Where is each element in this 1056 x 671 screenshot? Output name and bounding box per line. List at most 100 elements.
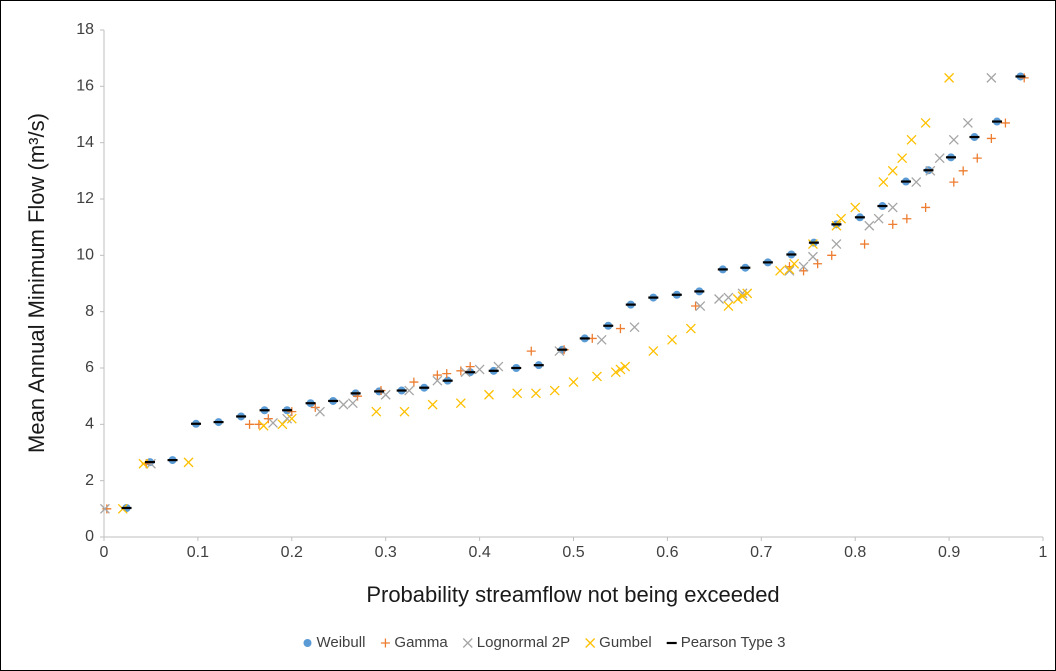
point <box>648 346 659 357</box>
point <box>836 213 847 224</box>
point <box>258 420 269 431</box>
point <box>691 301 701 311</box>
y-tick-label: 18 <box>76 21 94 38</box>
point <box>911 177 922 188</box>
legend-label: Pearson Type 3 <box>681 634 786 651</box>
point <box>789 258 800 269</box>
point <box>742 288 753 299</box>
point <box>1019 73 1029 83</box>
x-tick-label: 1 <box>1039 544 1048 561</box>
point <box>512 388 523 399</box>
point <box>798 261 809 272</box>
legend-marker <box>585 638 596 648</box>
point <box>934 153 945 164</box>
point <box>315 406 325 417</box>
legend-label: Weibull <box>317 634 366 651</box>
point <box>371 406 382 417</box>
point <box>530 388 541 399</box>
point <box>667 334 678 345</box>
x-tick-label: 0.5 <box>562 544 584 561</box>
point <box>427 399 438 410</box>
x-tick-label: 0 <box>100 544 109 561</box>
point <box>737 291 748 302</box>
point <box>944 72 955 83</box>
point <box>831 220 842 231</box>
point <box>629 322 640 333</box>
legend-marker <box>462 638 473 648</box>
point <box>554 346 565 357</box>
point <box>404 385 415 396</box>
y-tick-label: 8 <box>85 303 94 320</box>
y-tick-label: 6 <box>85 359 94 376</box>
point <box>807 251 818 262</box>
y-tick-label: 16 <box>76 78 94 95</box>
point <box>732 294 743 304</box>
point <box>888 219 898 229</box>
point <box>399 406 410 417</box>
point <box>860 239 870 249</box>
point <box>685 323 696 334</box>
point <box>737 288 748 299</box>
point <box>610 367 621 378</box>
point <box>1000 118 1010 128</box>
point <box>775 265 786 276</box>
point <box>714 294 725 304</box>
point <box>878 177 889 188</box>
point <box>887 202 898 213</box>
point <box>592 371 602 382</box>
point <box>864 220 875 231</box>
point <box>986 133 996 143</box>
point <box>338 399 349 410</box>
point <box>949 177 959 187</box>
point <box>723 301 734 311</box>
x-tick-label: 0.4 <box>468 544 490 561</box>
point <box>921 202 931 212</box>
point <box>850 202 861 213</box>
point <box>596 334 607 345</box>
point <box>465 362 475 372</box>
point <box>958 166 968 176</box>
point <box>827 250 837 260</box>
point <box>245 419 255 429</box>
legend-item: Lognormal 2P <box>462 634 570 651</box>
legend-label: Lognormal 2P <box>477 634 570 651</box>
x-tick-label: 0.1 <box>187 544 209 561</box>
legend-marker <box>303 639 312 647</box>
y-axis-title: Mean Annual Minimum Flow (m³/s) <box>24 113 49 453</box>
point <box>887 165 898 176</box>
point <box>286 413 297 424</box>
point <box>615 324 625 334</box>
point <box>493 361 504 372</box>
point <box>695 301 706 311</box>
legend-item: Gumbel <box>585 634 652 651</box>
legend-label: Gamma <box>394 634 448 651</box>
point <box>784 265 795 276</box>
point <box>807 239 818 250</box>
point <box>138 458 149 469</box>
point <box>831 239 842 250</box>
point <box>442 369 452 379</box>
point <box>620 361 631 372</box>
legend-item: Weibull <box>303 634 366 651</box>
x-tick-label: 0.3 <box>375 544 397 561</box>
point <box>102 504 112 514</box>
legend-item: Gamma <box>380 634 448 651</box>
point <box>986 72 997 83</box>
point <box>268 417 278 428</box>
point <box>409 377 419 387</box>
x-axis-title: Probability streamflow not being exceede… <box>366 582 779 607</box>
point <box>99 503 110 514</box>
point <box>432 370 442 380</box>
y-tick-label: 14 <box>76 134 94 151</box>
y-tick-label: 4 <box>85 416 94 433</box>
point <box>145 458 156 469</box>
y-tick-label: 12 <box>76 190 94 207</box>
point <box>962 117 973 128</box>
point <box>474 364 485 375</box>
x-tick-label: 0.8 <box>844 544 866 561</box>
x-tick-label: 0.9 <box>938 544 960 561</box>
y-tick-label: 0 <box>85 528 94 545</box>
point <box>277 419 288 430</box>
point <box>906 134 917 145</box>
point <box>920 117 931 128</box>
